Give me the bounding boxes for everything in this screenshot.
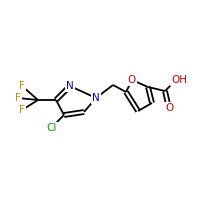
Text: Cl: Cl <box>47 123 57 133</box>
Text: O: O <box>128 75 136 85</box>
Text: OH: OH <box>171 75 187 85</box>
Text: F: F <box>19 105 25 115</box>
Text: O: O <box>165 103 173 113</box>
Text: F: F <box>15 93 21 103</box>
Text: F: F <box>19 81 25 91</box>
Text: N: N <box>66 81 74 91</box>
Text: N: N <box>92 93 100 103</box>
